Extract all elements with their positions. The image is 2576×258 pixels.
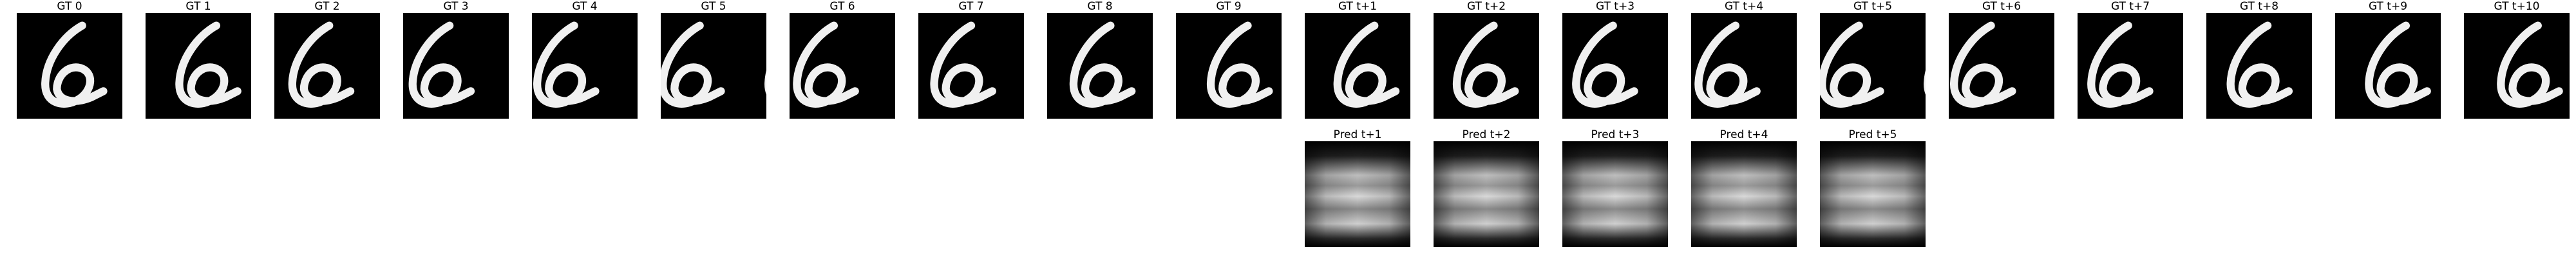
ground-truth-image	[17, 13, 122, 119]
frame-title: GT t+2	[1466, 0, 1506, 13]
digit-stroke	[1694, 21, 1761, 108]
frame-title: GT 6	[829, 0, 855, 13]
prediction-image	[1820, 141, 1926, 247]
frame-title: Pred t+1	[1333, 128, 1382, 141]
frame-title: GT t+7	[2110, 0, 2150, 13]
frame-title: GT t+4	[1724, 0, 1764, 13]
ground-truth-frame: GT t+2	[1434, 0, 1539, 119]
digit-stroke	[1950, 21, 2016, 108]
digit-stroke	[41, 21, 108, 108]
ground-truth-frame: GT 0	[17, 0, 122, 119]
digit-stroke	[661, 21, 725, 108]
digit-stroke	[288, 21, 355, 108]
prediction-frame: Pred t+5	[1820, 128, 1926, 247]
frame-title: GT t+9	[2368, 0, 2408, 13]
digit-stroke	[1572, 21, 1638, 108]
ground-truth-image	[1305, 13, 1410, 119]
ground-truth-frame: GT 9	[1176, 0, 1282, 119]
ground-truth-image	[790, 13, 895, 119]
digit-stroke	[1452, 21, 1519, 108]
frame-title: Pred t+4	[1719, 128, 1768, 141]
ground-truth-image	[1949, 13, 2054, 119]
ground-truth-image	[1176, 13, 1282, 119]
digit-stroke	[533, 21, 600, 108]
ground-truth-frame: GT t+5	[1820, 0, 1926, 119]
prediction-frame: Pred t+1	[1305, 128, 1410, 247]
ground-truth-frame: GT 6	[790, 0, 895, 119]
frame-title: GT 9	[1216, 0, 1242, 13]
ground-truth-frame: GT 5	[661, 0, 766, 119]
digit-stroke	[2497, 21, 2563, 108]
ground-truth-image	[918, 13, 1024, 119]
ground-truth-image	[2206, 13, 2312, 119]
frame-title: GT t+5	[1853, 0, 1893, 13]
ground-truth-image	[2464, 13, 2570, 119]
prediction-frame: Pred t+3	[1562, 128, 1668, 247]
ground-truth-image	[1434, 13, 1539, 119]
frame-title: Pred t+5	[1848, 128, 1897, 141]
digit-stroke	[1069, 21, 1136, 108]
frame-title: GT 3	[443, 0, 469, 13]
frame-title: GT t+10	[2494, 0, 2540, 13]
ground-truth-image	[1820, 13, 1926, 119]
ground-truth-image	[403, 13, 509, 119]
ground-truth-image	[1047, 13, 1153, 119]
ground-truth-frame: GT 7	[918, 0, 1024, 119]
frame-title: GT t+8	[2239, 0, 2279, 13]
frame-title: GT 0	[57, 0, 82, 13]
ground-truth-image	[274, 13, 380, 119]
ground-truth-frame: GT t+9	[2335, 0, 2441, 119]
digit-stroke	[1206, 21, 1273, 108]
digit-stroke	[2087, 21, 2154, 108]
digit-stroke	[1820, 21, 1884, 108]
digit-stroke	[175, 21, 242, 108]
ground-truth-frame: GT t+10	[2464, 0, 2570, 119]
frame-title: GT t+1	[1338, 0, 1378, 13]
prediction-frame: Pred t+2	[1434, 128, 1539, 247]
ground-truth-frame: GT t+4	[1691, 0, 1797, 119]
digit-stroke	[2365, 21, 2431, 108]
frame-title: GT 5	[701, 0, 726, 13]
digit-stroke	[2226, 21, 2293, 108]
frame-title: GT 2	[314, 0, 340, 13]
frame-title: GT 8	[1087, 0, 1113, 13]
ground-truth-image	[532, 13, 638, 119]
ground-truth-image	[146, 13, 251, 119]
frame-title: GT t+3	[1595, 0, 1635, 13]
prediction-image	[1434, 141, 1539, 247]
prediction-image	[1305, 141, 1410, 247]
ground-truth-frame: GT t+6	[1949, 0, 2054, 119]
digit-stroke	[930, 21, 996, 108]
digit-stroke	[1333, 21, 1400, 108]
digit-stroke	[408, 21, 475, 108]
ground-truth-frame: GT 8	[1047, 0, 1153, 119]
frame-title: GT 7	[958, 0, 984, 13]
prediction-image	[1691, 141, 1797, 247]
frame-title: Pred t+2	[1462, 128, 1511, 141]
ground-truth-image	[1691, 13, 1797, 119]
prediction-image	[1562, 141, 1668, 247]
ground-truth-image	[2335, 13, 2441, 119]
ground-truth-image	[1562, 13, 1668, 119]
frame-title: GT 4	[572, 0, 598, 13]
ground-truth-image	[2078, 13, 2183, 119]
digit-stroke	[793, 21, 859, 108]
frame-title: Pred t+3	[1591, 128, 1640, 141]
ground-truth-frame: GT 4	[532, 0, 638, 119]
ground-truth-frame: GT t+8	[2206, 0, 2312, 119]
frame-title: GT 1	[185, 0, 211, 13]
prediction-frame: Pred t+4	[1691, 128, 1797, 247]
frame-title: GT t+6	[1982, 0, 2022, 13]
ground-truth-frame: GT 1	[146, 0, 251, 119]
ground-truth-frame: GT 2	[274, 0, 380, 119]
ground-truth-frame: GT t+7	[2078, 0, 2183, 119]
ground-truth-frame: GT t+3	[1562, 0, 1668, 119]
ground-truth-frame: GT t+1	[1305, 0, 1410, 119]
ground-truth-image	[661, 13, 766, 119]
ground-truth-frame: GT 3	[403, 0, 509, 119]
